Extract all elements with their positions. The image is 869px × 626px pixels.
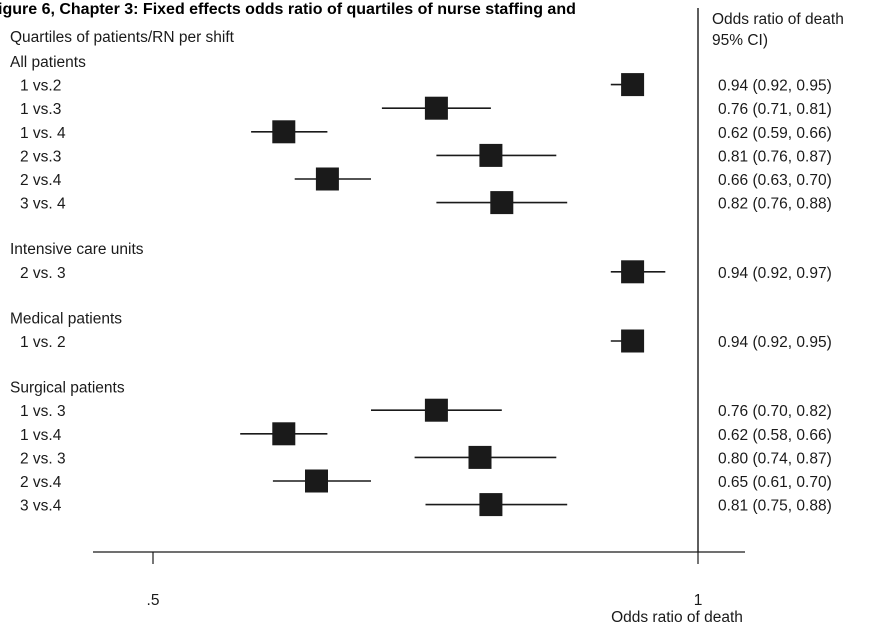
row-label: 1 vs.4 (20, 427, 62, 444)
or-marker (621, 329, 645, 353)
row-label: 3 vs.4 (20, 498, 62, 515)
ci-text: 0.81 (0.75, 0.88) (718, 498, 832, 515)
or-marker (272, 120, 296, 144)
ci-text: 0.76 (0.71, 0.81) (718, 101, 832, 118)
row-label: 2 vs.4 (20, 172, 62, 189)
ci-text: 0.76 (0.70, 0.82) (718, 403, 832, 420)
or-marker (272, 422, 296, 446)
ci-text: 0.65 (0.61, 0.70) (718, 474, 832, 491)
row-label: 2 vs.4 (20, 474, 62, 491)
row-label: 1 vs. 2 (20, 334, 66, 351)
ci-text: 0.80 (0.74, 0.87) (718, 450, 832, 467)
row-label: 2 vs.3 (20, 148, 61, 165)
ci-header-line1: Odds ratio of death (712, 11, 844, 28)
or-marker (468, 445, 492, 469)
row-label: 1 vs.2 (20, 78, 61, 95)
row-label: 1 vs. 4 (20, 125, 66, 142)
ci-text: 0.82 (0.76, 0.88) (718, 196, 832, 213)
ci-text: 0.81 (0.76, 0.87) (718, 148, 832, 165)
group-label: Surgical patients (10, 380, 125, 397)
or-marker (479, 493, 503, 517)
row-label: 3 vs. 4 (20, 196, 66, 213)
ci-text: 0.66 (0.63, 0.70) (718, 172, 832, 189)
x-axis-label: Odds ratio of death (611, 609, 743, 626)
or-marker (305, 469, 328, 493)
row-label: 2 vs. 3 (20, 450, 66, 467)
row-label: 1 vs. 3 (20, 403, 66, 420)
forest-rows: All patients 1 vs.2 0.94 (0.92, 0.95) 1 vs.… (10, 54, 832, 517)
row-label: 2 vs. 3 (20, 265, 66, 282)
group-label: Medical patients (10, 310, 122, 327)
or-marker (424, 398, 448, 422)
ci-text: 0.62 (0.59, 0.66) (718, 125, 832, 142)
or-marker (621, 260, 645, 284)
ci-text: 0.94 (0.92, 0.95) (718, 334, 832, 351)
ci-text: 0.94 (0.92, 0.97) (718, 265, 832, 282)
x-ticks: .5 1 (147, 552, 703, 609)
x-tick-label: .5 (147, 592, 160, 609)
or-marker (621, 73, 645, 97)
or-marker (490, 191, 514, 215)
ci-header-line2: 95% CI) (712, 32, 768, 49)
group-label: All patients (10, 54, 86, 71)
group-label: Intensive care units (10, 241, 144, 258)
chart-title: igure 6, Chapter 3: Fixed effects odds r… (0, 1, 576, 18)
or-marker (479, 143, 503, 167)
row-header: Quartiles of patients/RN per shift (10, 29, 235, 46)
or-marker (424, 96, 448, 120)
x-tick-label: 1 (694, 592, 703, 609)
row-label: 1 vs.3 (20, 101, 61, 118)
ci-text: 0.94 (0.92, 0.95) (718, 78, 832, 95)
ci-text: 0.62 (0.58, 0.66) (718, 427, 832, 444)
or-marker (315, 167, 339, 191)
